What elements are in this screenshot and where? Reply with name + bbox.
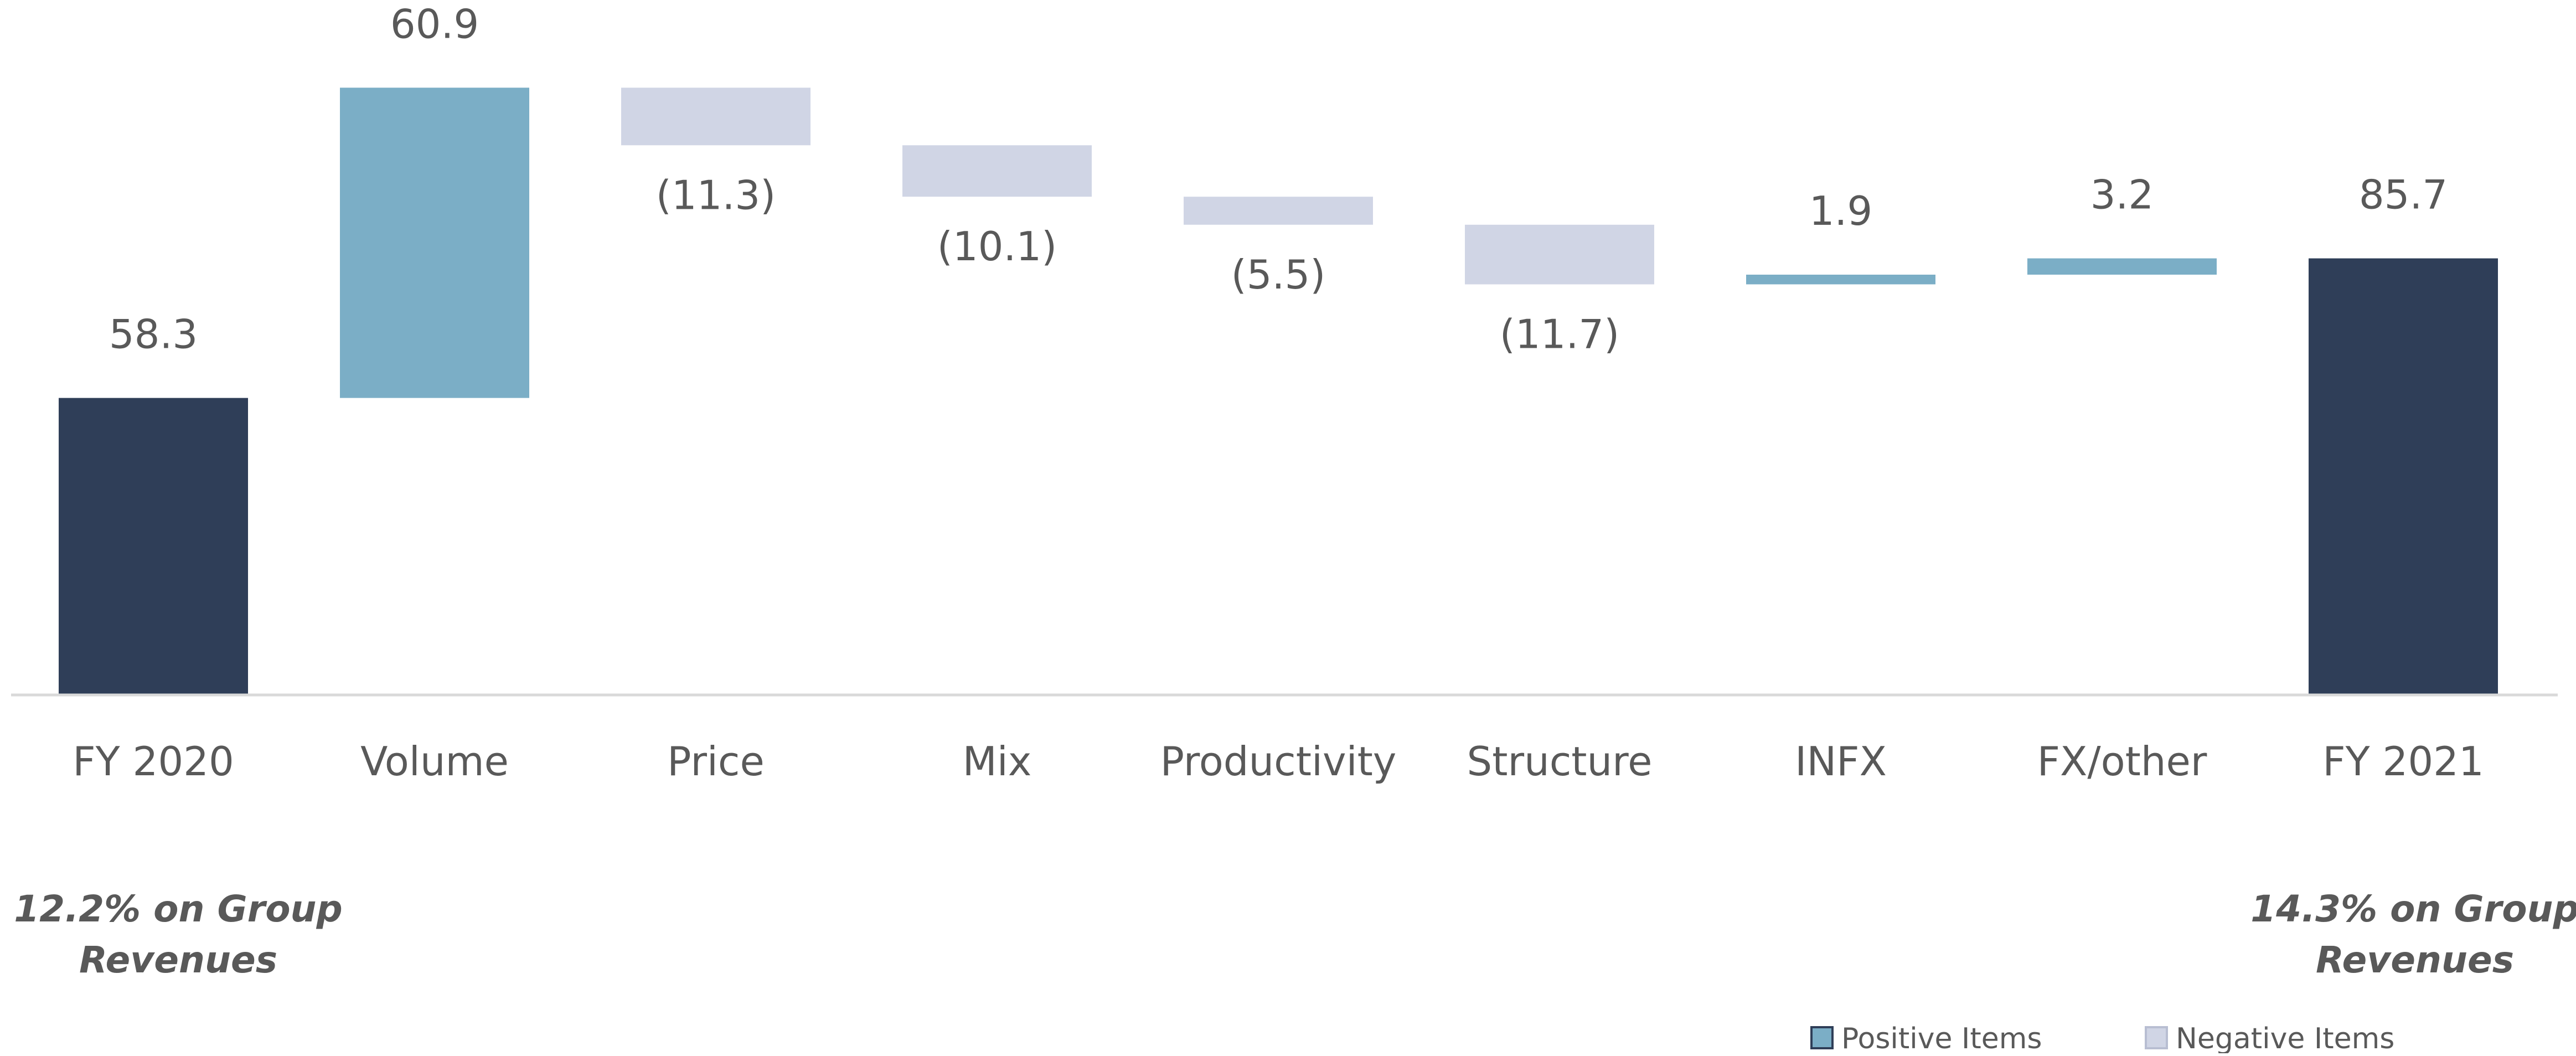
legend-swatch-positive-items [1810, 1026, 1834, 1049]
value-label-fy-2020: 58.3 [109, 311, 198, 358]
category-label-infx: INFX [1795, 738, 1887, 785]
category-label-price: Price [667, 738, 765, 785]
bar-volume [340, 87, 529, 398]
bar-fx-other [2027, 258, 2217, 275]
category-label-volume: Volume [360, 738, 509, 785]
legend-swatch-negative-items [2145, 1026, 2168, 1049]
legend-label-negative-items: Negative Items [2176, 1022, 2394, 1053]
value-label-price: (11.3) [656, 172, 776, 218]
category-labels-group: FY 2020 Volume Price Mix Productivity Structu… [73, 738, 2484, 785]
legend: Positive Items Negative Items [1810, 1022, 2394, 1055]
value-label-mix: (10.1) [937, 223, 1057, 270]
value-label-infx: 1.9 [1809, 188, 1873, 234]
value-label-productivity: (5.5) [1231, 251, 1326, 298]
value-label-structure: (11.7) [1500, 311, 1620, 357]
note-fy-2021-line-2: Revenues [2316, 939, 2514, 981]
bar-mix [902, 145, 1092, 197]
legend-label-positive-items: Positive Items [1841, 1022, 2042, 1053]
bar-fy-2021 [2309, 258, 2498, 695]
value-labels-group: 58.3 60.9 (11.3) (10.1) (5.5) (11.7) 1.9 3.2 85.… [109, 1, 2448, 357]
category-label-mix: Mix [963, 738, 1032, 785]
note-fy-2020-line-2: Revenues [79, 939, 277, 981]
value-label-volume: 60.9 [390, 1, 479, 47]
bar-structure [1465, 224, 1654, 285]
note-fy-2021-line-1: 14.3% on Group [2250, 888, 2576, 930]
bars-group [59, 87, 2498, 695]
bar-infx [1746, 275, 1935, 285]
bar-fy-2020 [59, 398, 248, 695]
category-label-productivity: Productivity [1160, 738, 1397, 785]
category-label-fx-other: FX/other [2037, 738, 2207, 785]
bar-price [621, 87, 811, 146]
category-label-structure: Structure [1467, 738, 1653, 785]
value-label-fx-other: 3.2 [2090, 172, 2154, 218]
notes-group: 12.2% on Group Revenues 14.3% on Group Reve… [14, 888, 2576, 981]
bar-productivity [1184, 197, 1373, 225]
category-label-fy-2021: FY 2021 [2322, 738, 2484, 785]
value-label-fy-2021: 85.7 [2359, 172, 2448, 218]
category-label-fy-2020: FY 2020 [73, 738, 234, 785]
note-fy-2020-line-1: 12.2% on Group [14, 888, 343, 930]
